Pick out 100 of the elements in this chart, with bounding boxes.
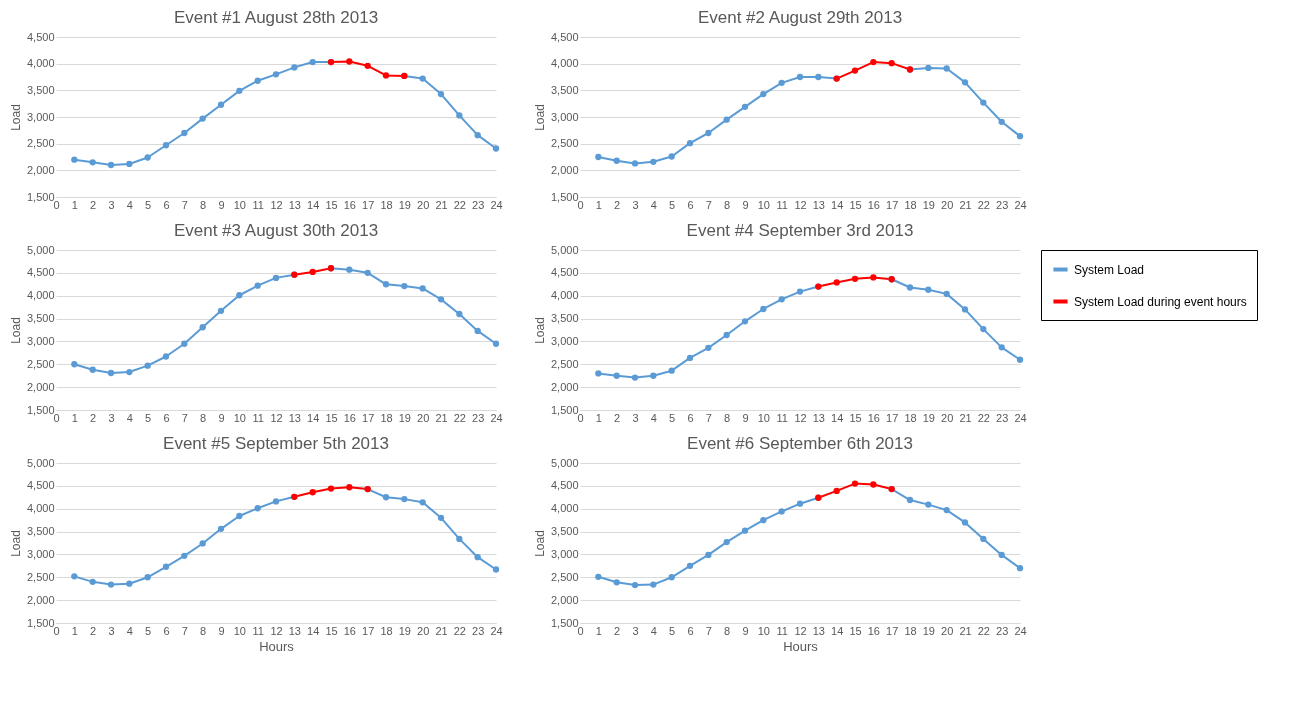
x-tick-label: 8 (724, 198, 731, 211)
point (705, 551, 712, 559)
x-tick-label: 7 (705, 624, 712, 637)
x-tick-label: 3 (108, 198, 115, 211)
point (474, 554, 481, 561)
x-tick-label: 23 (472, 198, 485, 211)
point (254, 282, 261, 289)
y-tick-label: 4,500 (26, 30, 55, 43)
point (327, 485, 335, 492)
x-tick-label: 7 (705, 198, 712, 211)
point (107, 581, 115, 588)
point (705, 344, 712, 351)
chart-title: Event #2 August 29th 2013 (697, 8, 903, 27)
point (126, 368, 133, 376)
point (631, 581, 639, 589)
point (668, 367, 675, 374)
point (888, 59, 895, 67)
point (199, 324, 206, 331)
x-tick-label: 12 (794, 624, 807, 637)
point (272, 71, 280, 78)
x-tick-label: 11 (776, 198, 788, 211)
x-tick-label: 10 (757, 198, 770, 211)
point (382, 494, 390, 501)
point (474, 327, 481, 335)
x-tick-label: 17 (886, 198, 899, 211)
point (760, 516, 767, 524)
y-tick-label: 2,000 (550, 163, 579, 176)
x-tick-label: 20 (417, 624, 430, 637)
y-tick-label: 2,500 (550, 570, 579, 583)
point (925, 286, 932, 293)
point (925, 64, 932, 72)
x-tick-label: 6 (687, 198, 694, 211)
point (144, 154, 151, 161)
point (741, 318, 749, 325)
y-axis-title: Load (8, 317, 23, 344)
y-tick-label: 5,000 (26, 456, 55, 469)
x-tick-label: 24 (1014, 624, 1027, 637)
legend-label: System Load during event hours (1074, 294, 1247, 309)
x-tick-label: 1 (71, 411, 78, 424)
y-tick-label: 2,500 (26, 357, 55, 370)
x-tick-label: 23 (472, 624, 485, 637)
y-tick-label: 3,000 (26, 334, 55, 347)
x-tick-label: 12 (794, 411, 807, 424)
point (309, 268, 316, 276)
point (71, 573, 78, 580)
x-tick-label: 17 (886, 624, 899, 637)
x-tick-label: 8 (200, 411, 207, 424)
y-tick-label: 5,000 (550, 243, 579, 256)
x-tick-label: 9 (218, 198, 225, 211)
x-tick-label: 21 (435, 198, 448, 211)
point (833, 487, 840, 495)
point (437, 90, 445, 98)
y-tick-label: 2,000 (26, 593, 55, 606)
x-tick-label: 7 (705, 411, 712, 424)
x-tick-label: 19 (398, 411, 411, 424)
point (943, 506, 950, 514)
point (961, 519, 969, 526)
point (217, 101, 225, 108)
y-tick-label: 3,500 (26, 83, 55, 96)
point (998, 344, 1005, 351)
x-tick-label: 17 (362, 198, 375, 211)
point (144, 574, 151, 581)
point (474, 131, 481, 139)
y-tick-label: 3,500 (550, 83, 579, 96)
point (419, 285, 426, 292)
point (71, 156, 78, 163)
y-tick-label: 4,500 (550, 266, 579, 279)
point (437, 296, 445, 303)
x-tick-label: 11 (776, 624, 788, 637)
point (723, 116, 730, 123)
y-tick-label: 1,500 (550, 616, 579, 629)
x-tick-label: 11 (252, 624, 264, 637)
point (668, 153, 675, 160)
x-tick-label: 15 (325, 624, 338, 637)
x-tick-label: 9 (742, 411, 749, 424)
point (870, 58, 877, 66)
y-tick-label: 4,500 (550, 30, 579, 43)
x-tick-label: 6 (687, 624, 694, 637)
point (741, 527, 749, 534)
x-tick-label: 18 (904, 198, 917, 211)
y-tick-label: 2,000 (26, 380, 55, 393)
x-tick-label: 2 (614, 624, 621, 637)
point (364, 269, 371, 277)
x-tick-label: 12 (794, 198, 807, 211)
x-tick-label: 7 (181, 411, 188, 424)
x-tick-label: 19 (398, 624, 411, 637)
x-tick-label: 22 (453, 198, 466, 211)
chart-title: Event #1 August 28th 2013 (173, 8, 379, 27)
chart-title: Event #3 August 30th 2013 (173, 221, 379, 240)
point (870, 274, 877, 281)
x-tick-label: 3 (108, 624, 115, 637)
point (346, 58, 353, 65)
y-tick-label: 4,500 (26, 479, 55, 492)
y-tick-label: 3,500 (26, 312, 55, 325)
x-tick-label: 6 (163, 624, 170, 637)
point (723, 538, 730, 546)
x-tick-label: 10 (757, 624, 770, 637)
y-tick-label: 3,000 (550, 547, 579, 560)
x-tick-label: 23 (996, 411, 1009, 424)
point (998, 551, 1005, 559)
